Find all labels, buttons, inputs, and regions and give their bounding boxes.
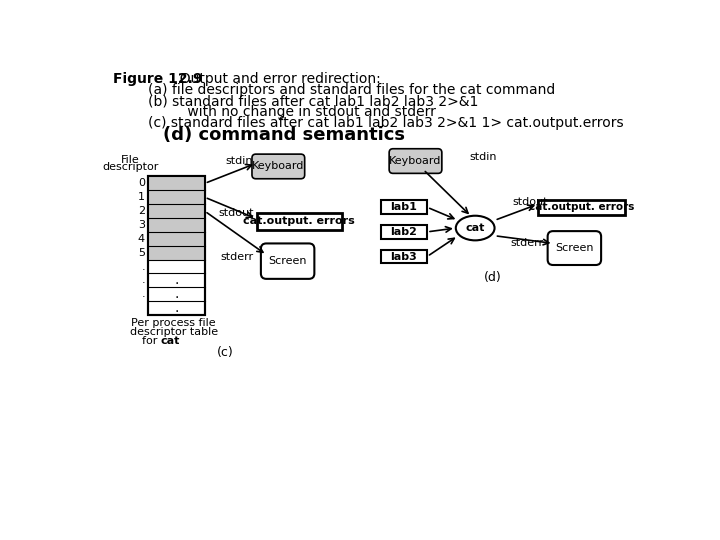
Text: Keyboard: Keyboard [252, 161, 305, 171]
Text: stdin: stdin [226, 156, 253, 166]
Bar [148, 190, 204, 204]
Text: (d) command semantics: (d) command semantics [113, 126, 405, 144]
Text: (d): (d) [484, 271, 502, 284]
Ellipse shape [456, 215, 495, 240]
Text: stdout: stdout [218, 208, 253, 218]
Bar [148, 177, 204, 315]
Bar [148, 177, 204, 315]
Text: File: File [121, 155, 140, 165]
FancyBboxPatch shape [548, 231, 601, 265]
Text: Figure 12.9: Figure 12.9 [113, 72, 203, 86]
Text: .: . [174, 301, 179, 315]
Text: .: . [174, 273, 179, 287]
Text: .: . [141, 289, 145, 299]
Text: 0: 0 [138, 178, 145, 188]
Bar [381, 225, 427, 239]
Bar [148, 232, 204, 246]
Text: stderr: stderr [510, 239, 543, 248]
Text: for: for [142, 336, 161, 346]
FancyBboxPatch shape [389, 148, 442, 173]
Text: Output and error redirection:: Output and error redirection: [171, 72, 380, 86]
Text: Screen: Screen [269, 256, 307, 266]
Text: 5: 5 [138, 248, 145, 258]
Text: (c): (c) [217, 346, 234, 359]
Bar [381, 200, 427, 214]
Bar [148, 204, 204, 218]
Text: cat: cat [161, 336, 180, 346]
Text: cat.output. errors: cat.output. errors [243, 216, 355, 226]
FancyBboxPatch shape [252, 154, 305, 179]
Text: .: . [141, 261, 145, 272]
Bar [148, 177, 204, 190]
Text: stderr: stderr [221, 252, 254, 262]
Bar [148, 218, 204, 232]
Text: descriptor table: descriptor table [130, 327, 217, 336]
FancyBboxPatch shape [261, 244, 315, 279]
Text: lab2: lab2 [390, 227, 418, 237]
Text: cat: cat [466, 223, 485, 233]
Bar [381, 249, 427, 264]
Text: stdout: stdout [513, 197, 548, 207]
Text: (a) file descriptors and standard files for the cat command: (a) file descriptors and standard files … [113, 83, 556, 97]
Text: with no change in stdout and stderr: with no change in stdout and stderr [113, 105, 436, 119]
Text: 2: 2 [138, 206, 145, 216]
Text: .: . [141, 275, 145, 286]
Text: Per process file: Per process file [131, 318, 216, 328]
Text: (b) standard files after cat lab1 lab2 lab3 2>&1: (b) standard files after cat lab1 lab2 l… [113, 94, 479, 108]
Bar [538, 200, 625, 215]
Text: cat.output. errors: cat.output. errors [528, 202, 634, 212]
Text: Screen: Screen [555, 243, 593, 253]
Text: 1: 1 [138, 192, 145, 202]
Text: lab3: lab3 [390, 252, 418, 261]
Text: lab1: lab1 [390, 202, 418, 212]
Text: descriptor: descriptor [102, 162, 158, 172]
Text: Keyboard: Keyboard [390, 156, 441, 166]
Text: .: . [174, 287, 179, 301]
Text: stdin: stdin [469, 152, 498, 162]
Text: 3: 3 [138, 220, 145, 230]
Text: (c) standard files after cat lab1 lab2 lab3 2>&1 1> cat.output.errors: (c) standard files after cat lab1 lab2 l… [113, 116, 624, 130]
Bar [148, 246, 204, 260]
Text: 4: 4 [138, 234, 145, 244]
Bar [256, 213, 342, 230]
